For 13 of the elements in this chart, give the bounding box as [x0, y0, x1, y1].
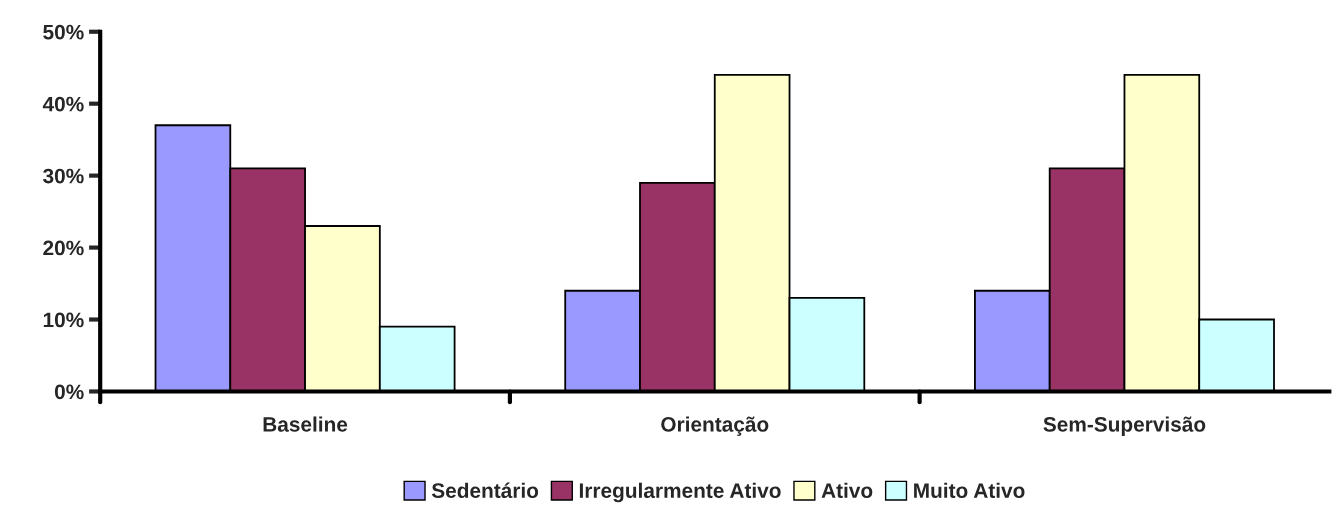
legend-label: Muito Ativo: [914, 482, 1025, 498]
x-tick-label: Sem-Supervisão: [1043, 416, 1206, 436]
y-tick-label: 20%: [43, 240, 84, 256]
x-tick-label: Orientação: [661, 416, 769, 436]
legend-label: Irregularmente Ativo: [579, 482, 781, 503]
legend-label: Ativo: [821, 482, 873, 498]
x-tick-label: Baseline: [263, 416, 348, 432]
legend-label: Sedentário: [431, 482, 539, 498]
y-tick-label: 40%: [42, 96, 84, 112]
y-tick-label: 0%: [54, 384, 84, 400]
y-tick-label: 30%: [43, 168, 84, 184]
y-tick-label: 50%: [43, 24, 84, 40]
y-tick-label: 10%: [43, 312, 84, 328]
